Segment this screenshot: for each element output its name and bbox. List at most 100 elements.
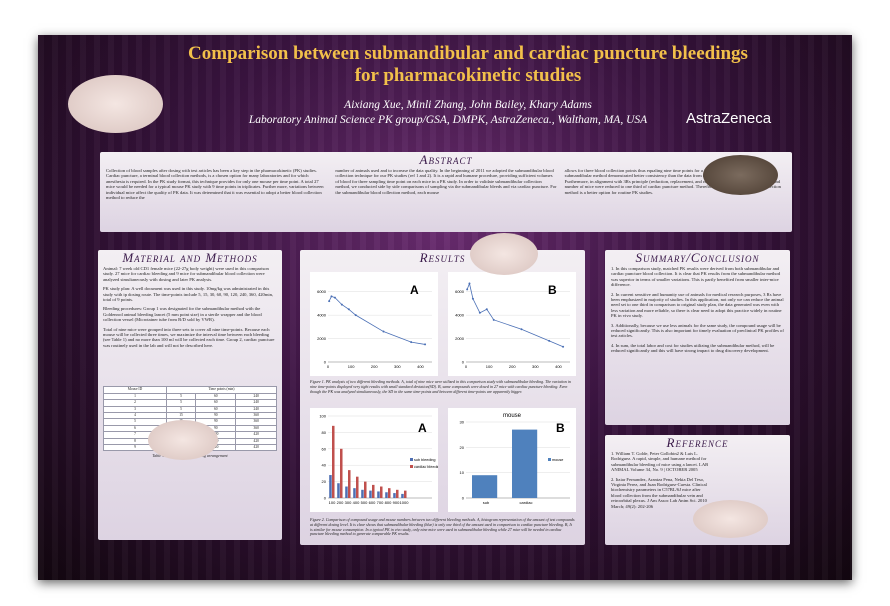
point	[328, 300, 331, 303]
y-tick-label: 20	[460, 445, 465, 450]
x-tick-label: 500	[361, 500, 368, 505]
summary: Summary/Conclusion 1. In this comparison…	[605, 250, 790, 425]
point	[424, 343, 427, 346]
summary-item: 1. In this comparison study, matched PK …	[611, 266, 781, 288]
y-tick-label: 4000	[317, 313, 327, 318]
y-tick-label: 20	[322, 479, 327, 484]
point	[410, 341, 413, 344]
point	[548, 339, 551, 342]
y-tick-label: 0	[462, 496, 465, 501]
x-tick-label: 100	[329, 500, 336, 505]
heading: Reference	[666, 435, 729, 450]
table-cell: 420	[235, 431, 277, 439]
caption: Figure 1. PK analysis of two different b…	[310, 379, 571, 394]
y-tick-label: 30	[460, 420, 465, 425]
mouse-image	[68, 75, 163, 133]
point	[562, 345, 565, 348]
point	[520, 328, 523, 331]
title: Comparison between submandibular and car…	[188, 43, 748, 86]
bar	[353, 488, 356, 498]
abstract: Abstract Collection of blood samples aft…	[100, 152, 792, 232]
legend-label: cardiac bleeding	[414, 465, 438, 469]
summary-item: 2. In current sensitive and humanity use…	[611, 291, 784, 319]
y-tick-label: 60	[322, 446, 327, 451]
caption: Figure 2. Comparison of compound usage a…	[310, 517, 575, 537]
bar	[396, 489, 399, 498]
mouse-image	[703, 155, 778, 195]
table-cell: 60	[195, 405, 237, 413]
legend-swatch	[548, 458, 551, 461]
table-cell: 360	[235, 424, 277, 433]
y-tick-label: 0	[462, 360, 465, 365]
x-tick-label: 300	[345, 500, 352, 505]
table-row: 3 5 60 240	[103, 405, 277, 413]
panel-label: B	[548, 283, 557, 297]
bar	[512, 429, 538, 498]
panel-label: A	[418, 421, 427, 435]
x-tick-label: 100	[486, 364, 493, 369]
table-row: 2 5 60 240	[103, 399, 277, 407]
bar	[340, 448, 343, 498]
y-tick-label: 6000	[455, 289, 465, 294]
panel-label: A	[410, 283, 419, 297]
affiliation: Laboratory Animal Science PK group/GSA, …	[248, 114, 648, 126]
bar	[337, 483, 340, 498]
point	[340, 303, 343, 306]
paragraph: Total of nine mice were grouped into thr…	[103, 326, 275, 348]
legend-swatch	[410, 458, 413, 461]
bar	[401, 493, 404, 498]
x-tick-label: 400	[555, 364, 562, 369]
summary-item: 4. In sum, the total labor and cost for …	[611, 342, 775, 354]
table-cell: 420	[235, 437, 277, 445]
panel-label: B	[556, 421, 565, 435]
table-cell: 240	[235, 392, 277, 401]
y-tick-label: 4000	[455, 313, 465, 318]
x-tick-label: 200	[509, 364, 516, 369]
point	[333, 296, 336, 299]
bar	[377, 491, 380, 498]
bar	[388, 488, 391, 498]
x-tick-label: 900	[393, 500, 400, 505]
bar	[332, 425, 335, 498]
reference-item: 1. William T. Golde, Peter Gollobin2 & L…	[611, 451, 709, 473]
summary-item: 3. Additionally, because we use less ani…	[611, 322, 784, 339]
table-cell: 60	[195, 392, 237, 401]
table-cell: 90	[195, 411, 237, 420]
point	[347, 308, 350, 311]
heading: Material and Methods	[122, 250, 258, 265]
bar	[348, 470, 351, 498]
table-row: 4 15 90 360	[103, 411, 277, 420]
mouse-image	[470, 233, 538, 275]
heading: Abstract	[419, 152, 473, 167]
bar	[329, 475, 332, 498]
abstract-text: Collection of blood samples after dosing…	[100, 168, 792, 200]
bar	[364, 481, 367, 498]
y-tick-label: 0	[324, 496, 327, 501]
x-tick-label: 800	[385, 500, 392, 505]
legend-label: sub bleeding	[414, 458, 436, 462]
bar	[372, 484, 375, 498]
x-tick-label: 0	[327, 364, 330, 369]
bar	[393, 493, 396, 498]
table-row: 1 5 60 240	[103, 392, 277, 401]
x-tick-label: 1000	[400, 500, 410, 505]
point	[330, 295, 333, 298]
point	[466, 288, 469, 291]
reference-text: 1. William T. Golde, Peter Gollobin2 & L…	[611, 451, 711, 509]
mouse-image	[693, 500, 768, 538]
point	[468, 282, 471, 285]
point	[478, 311, 481, 314]
y-tick-label: 0	[324, 360, 327, 365]
paragraph: PK study plan: A well document was used …	[103, 286, 274, 303]
point	[471, 297, 474, 300]
legend-label: mouse	[552, 458, 563, 462]
bar	[369, 490, 372, 498]
x-tick-label: 300	[532, 364, 539, 369]
bar	[356, 476, 359, 498]
table-header: Mouse ID Time points (min)	[103, 386, 277, 394]
table-cell: 240	[235, 405, 277, 413]
bar	[385, 492, 388, 498]
header-cell: Time points (min)	[166, 386, 277, 394]
